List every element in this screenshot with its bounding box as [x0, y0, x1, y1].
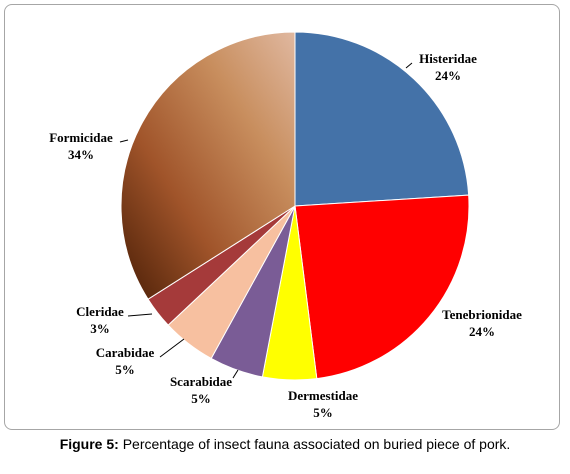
leader-lines	[119, 62, 413, 379]
leader-line-histeridae	[405, 62, 413, 69]
leader-line-carabidae	[159, 338, 185, 358]
slice-label-scarabidae: Scarabidae	[170, 374, 232, 389]
slice-label-formicidae: Formicidae	[49, 130, 113, 145]
slice-value-tenebrionidae: 24%	[469, 324, 495, 339]
slice-value-carabidae: 5%	[115, 362, 135, 377]
slice-label-tenebrionidae: Tenebrionidae	[442, 307, 522, 322]
figure-number: Figure 5:	[59, 436, 119, 452]
pie-slice-tenebrionidae	[294, 194, 470, 380]
pie-slice-histeridae	[294, 31, 470, 207]
slice-label-dermestidae: Dermestidae	[288, 388, 358, 403]
slice-labels: Histeridae 24% Tenebrionidae 24% Dermestidae…	[49, 51, 522, 420]
slice-label-histeridae: Histeridae	[419, 51, 477, 66]
slice-value-histeridae: 24%	[435, 68, 461, 83]
leader-line-formicidae	[119, 139, 129, 143]
slice-value-cleridae: 3%	[90, 321, 110, 336]
slice-label-carabidae: Carabidae	[96, 345, 155, 360]
pie-slice-formicidae	[120, 31, 296, 300]
leader-line-cleridae	[127, 313, 153, 317]
leader-line-scarabidae	[232, 369, 239, 379]
slice-label-cleridae: Cleridae	[76, 304, 124, 319]
figure-caption: Figure 5: Percentage of insect fauna ass…	[0, 436, 570, 452]
slice-value-dermestidae: 5%	[313, 405, 333, 420]
slice-value-scarabidae: 5%	[191, 391, 211, 406]
caption-text: Percentage of insect fauna associated on…	[122, 436, 511, 452]
pie-slices	[120, 31, 470, 381]
slice-value-formicidae: 34%	[68, 147, 94, 162]
